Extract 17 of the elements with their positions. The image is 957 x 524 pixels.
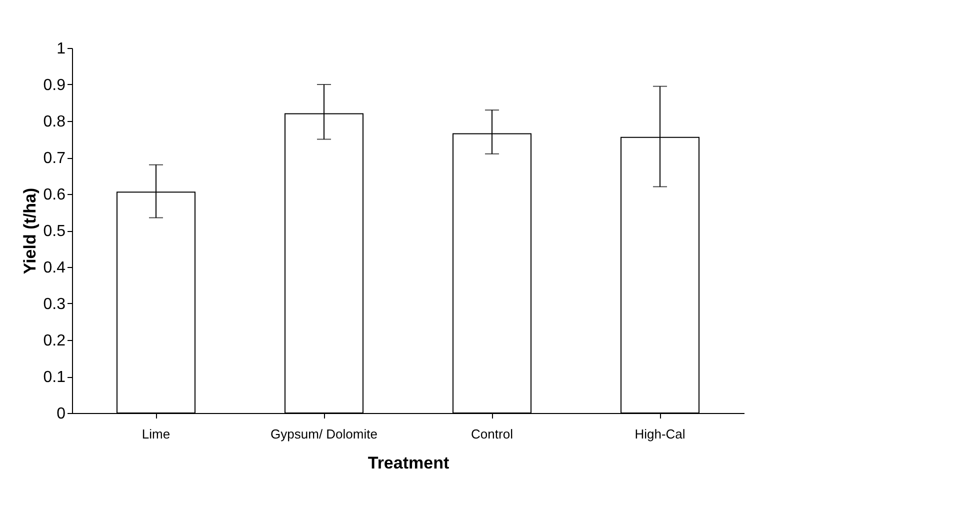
x-tick-label: Lime [142,426,170,442]
y-tick-label: 0.8 [43,114,66,130]
y-tick-label: 0.5 [43,223,66,240]
y-tick-label: 1 [56,40,66,58]
x-axis-title: Treatment [368,454,450,472]
y-tick-label: 0.1 [43,369,66,386]
x-tick-label: High-Cal [634,426,686,442]
y-tick-label: 0.3 [43,296,66,313]
y-tick-label: 0.2 [43,332,66,350]
y-axis-title: Yield (t/ha) [20,188,40,274]
y-tick-label: 0.7 [43,150,66,167]
y-tick-label: 0.9 [43,77,66,94]
y-tick-label: 0 [56,406,66,422]
x-tick-label: Control [471,426,514,442]
y-tick-label: 0.4 [43,260,66,276]
y-tick-label: 0.6 [43,186,66,204]
x-tick-label: Gypsum/ Dolomite [270,426,378,442]
